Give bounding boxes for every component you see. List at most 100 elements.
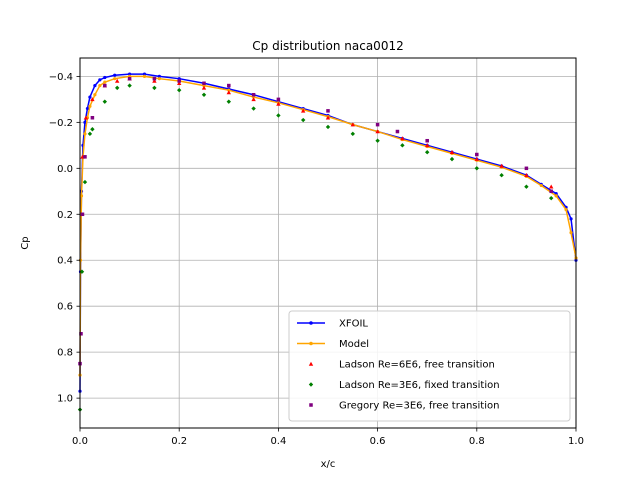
data-point — [569, 217, 573, 221]
data-point — [98, 83, 102, 88]
data-point — [375, 129, 380, 134]
data-point — [83, 155, 87, 159]
data-point — [554, 194, 558, 198]
data-point — [474, 156, 479, 161]
data-point — [226, 90, 231, 95]
legend-marker — [308, 382, 314, 387]
data-point — [276, 101, 281, 106]
legend-entry: Gregory Re=3E6, free transition — [309, 401, 499, 412]
data-point — [425, 143, 430, 148]
data-point — [82, 179, 88, 185]
data-point — [276, 97, 281, 102]
data-point — [152, 76, 157, 81]
data-point — [98, 78, 102, 82]
data-point — [425, 138, 429, 143]
data-point — [85, 106, 90, 111]
data-point — [524, 184, 529, 189]
y-tick-label: 0.4 — [57, 256, 73, 267]
data-point — [549, 195, 554, 201]
legend-entry: Ladson Re=6E6, free transition — [308, 360, 495, 371]
y-tick-label: 0.2 — [57, 210, 73, 221]
y-axis: −0.4 −0.2 0.0 0.2 0.4 0.6 0.8 1.0 — [49, 72, 80, 405]
series-line — [79, 73, 577, 392]
data-point — [79, 269, 85, 274]
legend-label: XFOIL — [339, 319, 368, 330]
series-gregory-re-3e6-free-transition — [78, 76, 553, 366]
data-point — [400, 136, 405, 141]
data-point — [564, 208, 568, 212]
data-point — [227, 83, 231, 88]
data-point — [449, 156, 455, 162]
legend-marker — [309, 403, 313, 407]
data-point — [201, 85, 207, 90]
data-point — [93, 83, 97, 88]
x-tick-label: 0.0 — [72, 436, 88, 447]
y-axis-label: Cp — [20, 236, 31, 249]
legend-entry: Ladson Re=3E6, fixed transition — [308, 380, 500, 391]
x-axis-label: x/c — [321, 459, 336, 470]
data-point — [524, 166, 529, 171]
data-point — [157, 74, 161, 78]
data-point — [325, 115, 331, 120]
data-point — [177, 79, 181, 83]
data-point — [127, 83, 132, 88]
legend-label: Gregory Re=3E6, free transition — [339, 401, 499, 412]
data-point — [102, 99, 107, 104]
series-ladson-re-6e6-free-transition — [80, 76, 554, 189]
data-point — [79, 332, 83, 336]
data-point — [549, 189, 553, 194]
series-line — [79, 75, 577, 376]
x-tick-label: 0.8 — [469, 436, 485, 447]
data-point — [103, 80, 107, 84]
legend-marker — [309, 321, 313, 325]
data-point — [202, 81, 206, 86]
data-point — [152, 78, 157, 83]
data-point — [113, 77, 117, 81]
data-point — [549, 184, 554, 189]
data-point — [251, 93, 256, 97]
legend-label: Ladson Re=3E6, fixed transition — [339, 380, 500, 391]
x-tick-label: 1.0 — [568, 436, 584, 447]
data-point — [142, 74, 147, 78]
data-point — [177, 81, 182, 86]
x-tick-label: 0.2 — [171, 436, 187, 447]
data-point — [83, 115, 89, 120]
data-point — [201, 92, 207, 97]
data-point — [93, 93, 97, 97]
data-point — [177, 87, 182, 93]
data-point — [301, 108, 306, 113]
data-point — [499, 163, 504, 168]
data-point — [103, 83, 107, 88]
legend-label: Model — [339, 339, 369, 350]
data-point — [474, 166, 479, 171]
data-point — [499, 173, 504, 178]
data-point — [449, 150, 455, 154]
data-point — [301, 117, 306, 123]
data-point — [90, 127, 95, 132]
y-tick-label: 1.0 — [57, 394, 73, 405]
data-point — [569, 231, 573, 235]
data-point — [524, 173, 529, 177]
axes-frame — [79, 57, 577, 429]
data-point — [395, 129, 400, 134]
data-point — [115, 78, 120, 83]
data-point — [128, 72, 132, 76]
data-point — [251, 97, 256, 102]
legend-marker — [308, 361, 314, 366]
legend-box — [288, 310, 571, 422]
y-tick-label: −0.4 — [49, 72, 73, 83]
data-point — [227, 88, 231, 92]
data-point — [90, 115, 95, 120]
data-point — [88, 104, 92, 108]
data-point — [83, 132, 87, 136]
data-point — [350, 122, 355, 127]
data-point — [142, 72, 147, 76]
data-point — [80, 212, 85, 217]
data-point — [375, 138, 380, 143]
x-tick-label: 0.6 — [370, 436, 386, 447]
x-tick-label: 0.4 — [270, 436, 286, 447]
y-tick-label: 0.0 — [57, 164, 73, 175]
data-point — [83, 120, 87, 124]
data-point — [226, 99, 231, 104]
